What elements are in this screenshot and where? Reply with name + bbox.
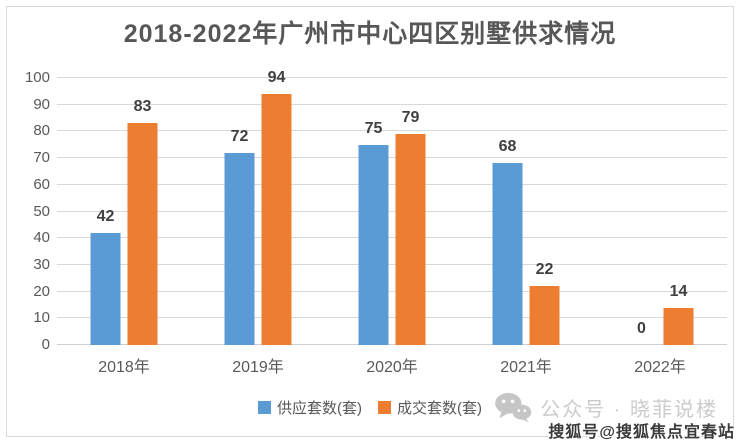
bar-value-label: 72 [230,127,249,145]
y-tick-label: 30 [33,255,50,273]
x-axis-labels: 2018年 2019年 2020年 2021年 2022年 [57,353,727,376]
wechat-brand-row: 公众号 · 晓菲说楼 [494,392,718,423]
bar-value-label: 68 [498,138,517,156]
bar[interactable]: 79 [395,109,426,345]
gridline [57,130,727,132]
plot-area: 42 83 72 94 75 79 68 22 0 14 [57,69,727,345]
gridline [57,237,727,239]
x-tick-label: 2021年 [500,359,552,376]
legend-label: 成交套数(套) [397,400,482,417]
bar[interactable]: 94 [261,69,292,345]
legend-label: 供应套数(套) [277,400,362,417]
legend-item[interactable]: 成交套数(套) [378,397,482,418]
legend-swatch [378,401,391,414]
y-tick-label: 0 [41,336,50,353]
bar-group: 75 79 [358,78,426,345]
legend-swatch [258,401,271,414]
sohu-watermark: 搜狐号@搜狐焦点宜春站 [548,424,735,441]
bar[interactable]: 75 [358,120,389,345]
bar-group: 0 14 [627,78,694,345]
y-tick-label: 50 [33,202,50,220]
x-tick-label: 2022年 [634,359,686,376]
bar[interactable]: 83 [127,98,158,345]
x-tick-label: 2018年 [98,359,150,376]
bar-group: 72 94 [224,69,292,345]
bar-value-label: 94 [267,69,286,87]
bar[interactable]: 14 [663,283,694,345]
wechat-icon [494,392,532,423]
bar-value-label: 22 [535,261,554,279]
bar-group: 42 83 [90,78,158,345]
bar[interactable]: 72 [224,128,255,345]
bar-value-label: 42 [96,207,115,225]
gridline [57,103,727,105]
gridline [57,317,727,319]
y-tick-label: 40 [33,229,50,247]
y-axis: 0 10 20 30 40 50 60 70 80 90 100 [8,69,50,353]
bar-value-label: 83 [133,98,152,116]
wechat-account-label: 公众号 · 晓菲说楼 [540,399,718,421]
bar-value-label: 79 [401,109,420,127]
bar-value-label: 14 [669,282,688,300]
y-tick-label: 100 [24,69,50,86]
bar-value-label: 75 [364,119,383,137]
gridline [57,290,727,292]
bar[interactable]: 68 [492,138,523,345]
chart-title: 2018-2022年广州市中心四区别墅供求情况 [123,20,617,48]
gridline [57,263,727,265]
y-tick-label: 80 [33,122,50,140]
gridline [57,157,727,159]
y-tick-label: 10 [33,309,50,327]
bar-group: 68 22 [492,78,560,345]
bar-value-label: 0 [637,320,646,337]
y-tick-label: 60 [33,175,50,193]
legend: 供应套数(套) 成交套数(套) [0,397,740,418]
y-tick-label: 90 [33,95,50,113]
gridline [57,344,727,345]
gridline [57,183,727,185]
gridline [57,77,727,78]
bar[interactable]: 42 [90,208,121,345]
y-tick-label: 20 [33,282,50,300]
gridline [57,210,727,212]
y-tick-label: 70 [33,149,50,167]
x-tick-label: 2019年 [232,359,284,376]
x-tick-label: 2020年 [366,359,418,376]
bar[interactable]: 22 [529,261,560,345]
legend-item[interactable]: 供应套数(套) [258,397,362,418]
